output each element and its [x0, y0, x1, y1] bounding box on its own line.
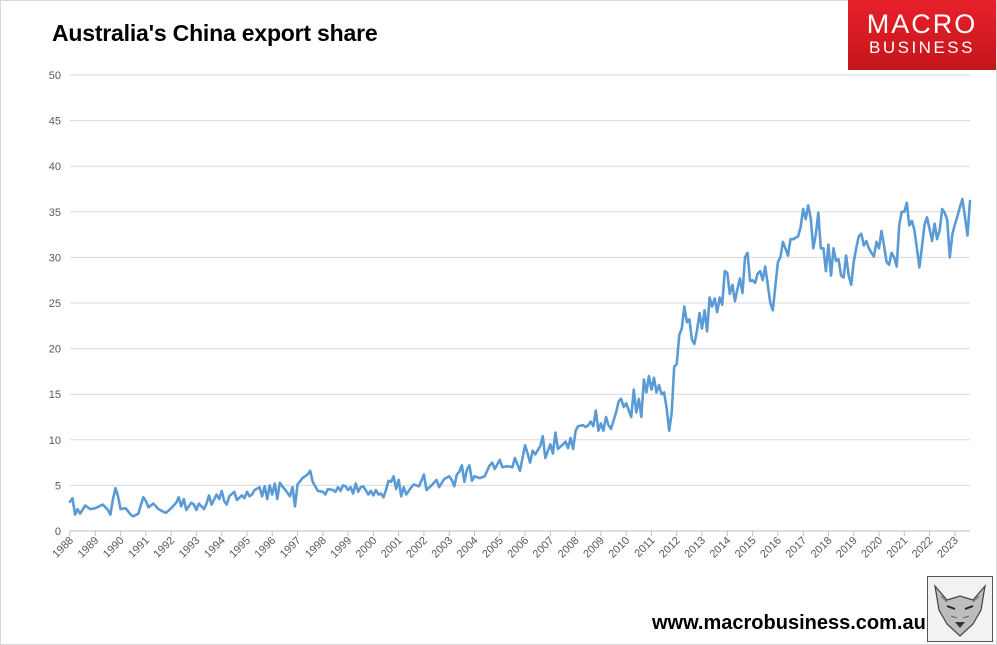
x-tick-label: 2002 — [404, 535, 430, 561]
x-axis-ticks: 1988 1989 1990 1991 1992 1993 1994 1995 1996 1997… — [50, 531, 961, 560]
x-tick-label: 1995 — [227, 535, 253, 561]
x-tick-label: 2014 — [708, 535, 734, 561]
macrobusiness-logo: MACRO BUSINESS — [848, 0, 996, 70]
wolf-logo-icon — [927, 576, 993, 642]
y-tick-label: 45 — [49, 116, 61, 128]
x-tick-label: 1989 — [76, 535, 102, 561]
x-tick-label: 2000 — [354, 535, 380, 561]
x-tick-label: 1993 — [177, 535, 203, 561]
x-tick-label: 2022 — [910, 535, 936, 561]
x-tick-label: 2021 — [885, 535, 911, 561]
gridlines — [70, 74, 970, 532]
x-tick-label: 2006 — [505, 535, 531, 561]
x-tick-label: 1988 — [50, 535, 76, 561]
x-tick-label: 1992 — [151, 535, 177, 561]
x-tick-label: 2004 — [455, 535, 481, 561]
x-tick-label: 2005 — [480, 535, 506, 561]
y-tick-label: 40 — [49, 161, 61, 173]
chart-title: Australia's China export share — [52, 20, 378, 46]
x-tick-label: 1996 — [253, 535, 279, 561]
y-tick-label: 0 — [55, 526, 61, 538]
x-tick-label: 2010 — [607, 535, 633, 561]
y-tick-label: 30 — [49, 252, 61, 264]
x-tick-label: 2023 — [935, 535, 961, 561]
x-tick-label: 2009 — [581, 535, 607, 561]
x-tick-label: 2001 — [379, 535, 405, 561]
x-tick-label: 1991 — [126, 535, 152, 561]
logo-line-2: BUSINESS — [869, 38, 975, 57]
y-tick-label: 50 — [49, 70, 61, 82]
x-tick-label: 2003 — [430, 535, 456, 561]
website-url: www.macrobusiness.com.au — [652, 612, 926, 634]
series-line — [68, 197, 972, 518]
y-tick-label: 35 — [49, 207, 61, 219]
logo-line-1: MACRO — [866, 9, 978, 39]
x-tick-label: 1994 — [202, 535, 228, 561]
x-tick-label: 1997 — [278, 535, 304, 561]
y-tick-label: 25 — [49, 298, 61, 310]
x-tick-label: 1990 — [101, 535, 127, 561]
x-tick-label: 2012 — [657, 535, 683, 561]
x-tick-label: 2015 — [733, 535, 759, 561]
x-tick-label: 1998 — [303, 535, 329, 561]
x-tick-label: 2017 — [783, 535, 809, 561]
x-tick-label: 2011 — [632, 535, 657, 560]
y-axis-ticks: 0 5 10 15 20 25 30 35 40 45 50 — [49, 70, 61, 538]
x-tick-label: 2016 — [758, 535, 784, 561]
y-tick-label: 5 — [55, 480, 61, 492]
y-tick-label: 20 — [49, 344, 61, 356]
x-tick-label: 2019 — [834, 535, 860, 561]
x-tick-label: 2018 — [809, 535, 835, 561]
x-tick-label: 2008 — [556, 535, 582, 561]
x-tick-label: 2020 — [859, 535, 885, 561]
x-tick-label: 1999 — [328, 535, 354, 561]
x-tick-label: 2007 — [531, 535, 557, 561]
y-tick-label: 10 — [49, 435, 61, 447]
x-tick-label: 2013 — [682, 535, 708, 561]
y-tick-label: 15 — [49, 389, 61, 401]
